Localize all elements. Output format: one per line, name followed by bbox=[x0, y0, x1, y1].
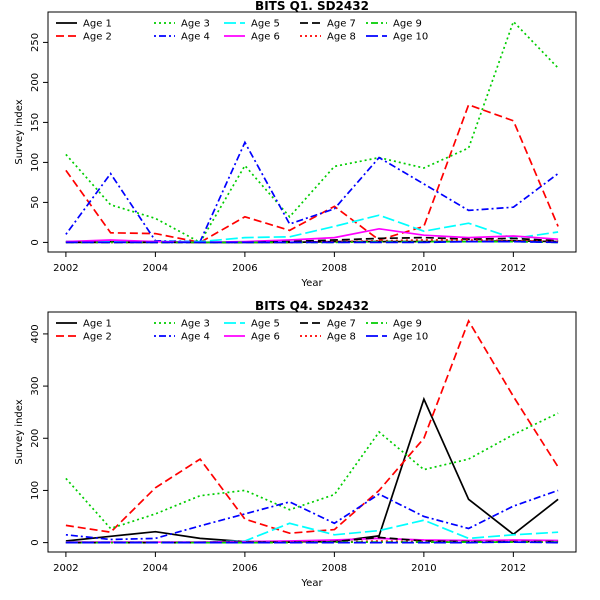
y-tick-label: 0 bbox=[30, 239, 41, 245]
legend-label: Age 6 bbox=[251, 332, 280, 343]
legend-label: Age 7 bbox=[327, 319, 356, 330]
legend-label: Age 8 bbox=[327, 32, 356, 43]
legend-label: Age 2 bbox=[83, 32, 112, 43]
series-line-age-2 bbox=[65, 318, 559, 535]
chart-panel-1: BITS Q1. SD2432 2002 2004 2006 2008 2010 2012 0… bbox=[14, 0, 577, 289]
y-tick-label: 300 bbox=[30, 377, 41, 396]
legend-label: Age 5 bbox=[251, 19, 280, 30]
x-tick-label: 2006 bbox=[232, 263, 257, 274]
series-line-age-3 bbox=[65, 20, 559, 244]
x-tick-label: 2008 bbox=[322, 563, 347, 574]
series-line-age-7 bbox=[65, 236, 559, 244]
x-axis-label: Year bbox=[300, 278, 323, 289]
x-axis-label: Year bbox=[300, 578, 323, 589]
x-tick-label: 2008 bbox=[322, 263, 347, 274]
chart-panel-2: BITS Q4. SD2432 2002 2004 2006 2008 2010 2012 0… bbox=[14, 299, 577, 589]
legend-label: Age 5 bbox=[251, 319, 280, 330]
legend-label: Age 8 bbox=[327, 332, 356, 343]
series-line-age-6 bbox=[65, 227, 559, 244]
y-axis-label: Survey index bbox=[14, 399, 25, 464]
chart-title: BITS Q4. SD2432 bbox=[255, 299, 369, 313]
series-line-age-10 bbox=[65, 541, 559, 544]
x-tick-label: 2004 bbox=[143, 263, 168, 274]
chart-title: BITS Q1. SD2432 bbox=[255, 0, 369, 13]
y-tick-label: 100 bbox=[30, 481, 41, 500]
legend-label: Age 6 bbox=[251, 32, 280, 43]
x-tick-label: 2010 bbox=[411, 263, 436, 274]
series-group bbox=[65, 20, 559, 244]
x-tick-label: 2002 bbox=[53, 263, 78, 274]
x-tick-label: 2010 bbox=[411, 563, 436, 574]
legend-label: Age 7 bbox=[327, 19, 356, 30]
legend-label: Age 1 bbox=[83, 19, 112, 30]
legend-label: Age 2 bbox=[83, 332, 112, 343]
legend-label: Age 9 bbox=[393, 319, 422, 330]
legend-label: Age 10 bbox=[393, 32, 428, 43]
legend-label: Age 4 bbox=[181, 32, 210, 43]
legend-label: Age 3 bbox=[181, 319, 210, 330]
x-tick-label: 2004 bbox=[143, 563, 168, 574]
legend: Age 1 Age 2 Age 3 Age 4 Age 5 Age 6 Age 7 Age 8… bbox=[56, 319, 428, 343]
series-line-age-4 bbox=[65, 140, 559, 243]
x-tick-label: 2012 bbox=[501, 563, 526, 574]
series-group bbox=[65, 318, 559, 544]
y-tick-label: 400 bbox=[30, 324, 41, 343]
series-line-age-4 bbox=[65, 489, 559, 541]
x-tick-label: 2006 bbox=[232, 563, 257, 574]
series-line-age-3 bbox=[65, 412, 559, 530]
x-tick-label: 2012 bbox=[501, 263, 526, 274]
y-tick-label: 150 bbox=[30, 113, 41, 132]
y-tick-label: 100 bbox=[30, 153, 41, 172]
plot-frame bbox=[47, 11, 577, 253]
legend: Age 1 Age 2 Age 3 Age 4 Age 5 Age 6 Age 7 Age 8… bbox=[56, 19, 428, 43]
y-tick-label: 200 bbox=[30, 73, 41, 92]
series-line-age-10 bbox=[65, 240, 559, 244]
legend-label: Age 4 bbox=[181, 332, 210, 343]
y-tick-label: 200 bbox=[30, 429, 41, 448]
plot-frame bbox=[47, 311, 577, 553]
y-tick-label: 0 bbox=[30, 539, 41, 545]
legend-label: Age 3 bbox=[181, 19, 210, 30]
y-axis-label: Survey index bbox=[14, 99, 25, 164]
y-tick-label: 250 bbox=[30, 33, 41, 52]
y-tick-label: 50 bbox=[30, 196, 41, 209]
legend-label: Age 1 bbox=[83, 319, 112, 330]
x-tick-label: 2002 bbox=[53, 563, 78, 574]
legend-label: Age 9 bbox=[393, 19, 422, 30]
legend-label: Age 10 bbox=[393, 332, 428, 343]
series-line-age-2 bbox=[65, 103, 559, 244]
